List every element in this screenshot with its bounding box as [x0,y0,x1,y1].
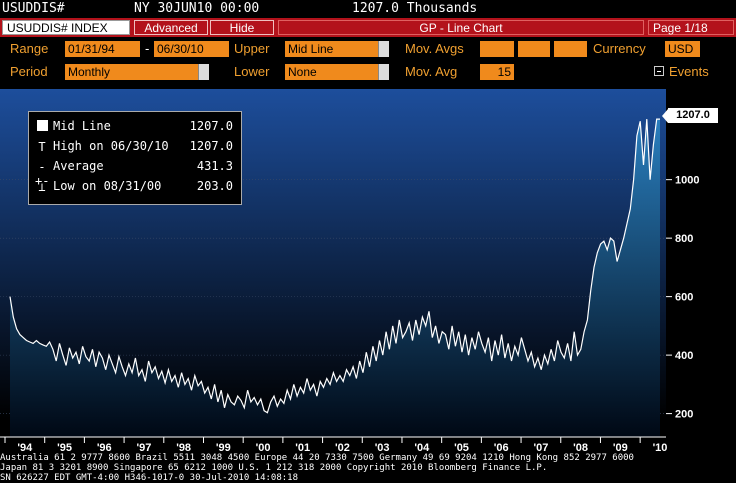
mov-avg-field-1[interactable] [480,41,514,57]
high-marker-icon: T [38,140,46,154]
upper-select[interactable]: Mid Line [285,41,389,57]
low-marker-icon: ⊥ [38,180,46,194]
x-tick-label: '01 [295,442,310,454]
currency-field[interactable]: USD [665,41,700,57]
x-tick-label: '97 [137,442,152,454]
lower-label: Lower [234,64,270,79]
hide-button[interactable]: Hide [210,20,274,35]
y-axis: 200 400 600 800 1000 [666,175,699,421]
legend-row: Mid Line 1207.0 [35,118,235,136]
footer-copyright-line: Japan 81 3 3201 8900 Singapore 65 6212 1… [0,463,548,473]
mov-avg-period-field[interactable]: 15 [480,64,514,80]
chevron-down-icon[interactable] [378,41,389,57]
x-tick-label: '99 [216,442,231,454]
period-label: Period [10,64,48,79]
range-start-field[interactable]: 01/31/94 [65,41,140,57]
x-tick-label: '04 [414,442,430,454]
last-value-tag: 1207.0 [668,108,718,123]
legend-row: T High on 06/30/10 1207.0 [35,138,235,156]
x-tick-label: '98 [176,442,191,454]
chevron-down-icon[interactable] [378,64,389,80]
period-select[interactable]: Monthly [65,64,209,80]
y-tick-label: 400 [675,350,693,362]
x-tick-label: '08 [573,442,588,454]
x-axis: '94 '95 '96 '97 '98 '99 '00 '01 '02 '03 '04 '05 '06 '… [0,436,668,454]
series-line [9,118,660,414]
x-tick-label: '10 [653,442,668,454]
mov-avg-field-2[interactable] [518,41,550,57]
function-bar: USUDDIS# INDEX Advanced Hide GP - Line C… [0,18,736,37]
last-value-pointer-icon [662,109,668,123]
legend-row: -+- Average 431.3 [35,159,233,188]
advanced-button[interactable]: Advanced [134,20,208,35]
y-tick-label: 1000 [675,175,699,187]
page-indicator[interactable]: Page 1/18 [648,20,734,35]
mov-avg-field-3[interactable] [554,41,587,57]
x-tick-label: '96 [97,442,112,454]
upper-value: Mid Line [288,42,334,56]
upper-label: Upper [234,41,270,56]
x-tick-label: '00 [256,442,271,454]
x-tick-label: '05 [454,442,469,454]
header-location-time: NY 30JUN10 00:00 [134,1,260,16]
square-marker-icon [35,120,49,134]
footer-session-line: SN 626227 EDT GMT-4:00 H346-1017-0 30-Ju… [0,473,299,483]
ticker-field[interactable]: USUDDIS# INDEX [2,20,130,35]
events-label[interactable]: Events [669,64,709,79]
range-separator: - [145,41,150,56]
header-ticker: USUDDIS# [2,1,65,16]
y-tick-label: 800 [675,233,693,245]
currency-label: Currency [593,41,646,56]
chart-title: GP - Line Chart [278,20,644,35]
footer-contacts-line: Australia 61 2 9777 8600 Brazil 5511 304… [0,453,634,463]
events-checkbox[interactable] [654,66,664,76]
x-tick-label: '94 [17,442,33,454]
period-value: Monthly [68,65,111,79]
x-tick-label: '02 [335,442,350,454]
range-label: Range [10,41,49,56]
chevron-down-icon[interactable] [198,64,209,80]
mov-avgs-label: Mov. Avgs [405,41,464,56]
x-tick-label: '03 [375,442,390,454]
security-header: USUDDIS# NY 30JUN10 00:00 1207.0 Thousan… [0,0,736,18]
legend-row: ⊥ Low on 08/31/00 203.0 [35,178,235,196]
lower-value: None [288,65,317,79]
x-tick-label: '07 [533,442,548,454]
header-value: 1207.0 Thousands [352,1,478,16]
y-tick-label: 600 [675,292,693,304]
x-tick-label: '09 [613,442,628,454]
average-marker-icon: -+- [35,160,50,188]
range-end-field[interactable]: 06/30/10 [154,41,229,57]
y-tick-label: 200 [675,409,693,421]
mov-avg-label: Mov. Avg [405,64,458,79]
lower-select[interactable]: None [285,64,389,80]
x-tick-label: '06 [494,442,509,454]
checkbox-mark-icon [657,71,661,72]
x-tick-label: '95 [57,442,72,454]
series-area [10,119,660,437]
legend[interactable]: Mid Line 1207.0 T High on 06/30/10 1207.… [28,111,242,205]
